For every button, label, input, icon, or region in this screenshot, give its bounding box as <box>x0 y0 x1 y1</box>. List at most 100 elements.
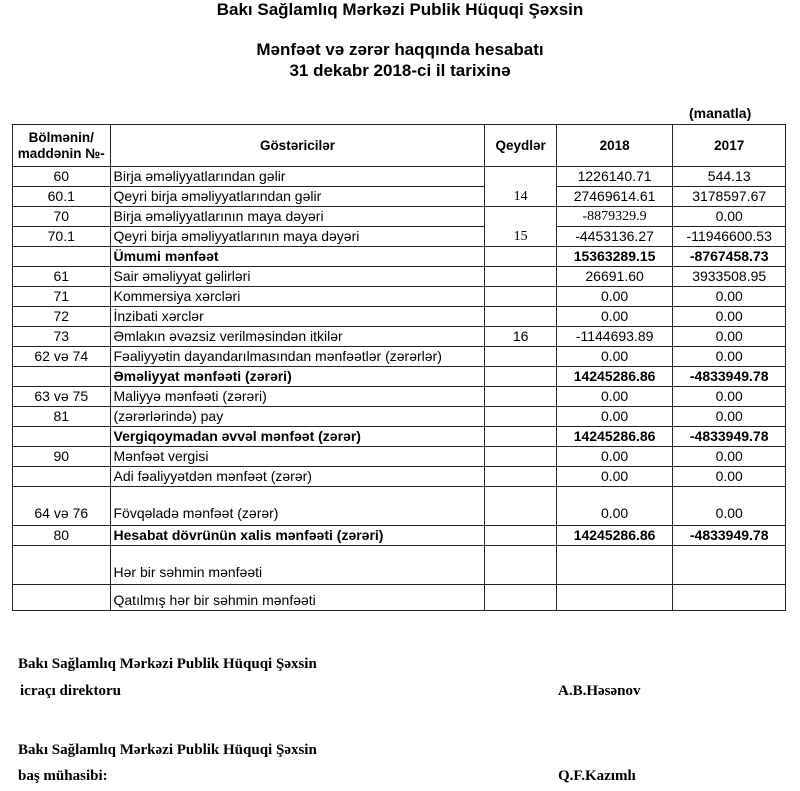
row-note <box>484 306 557 327</box>
row-value-2018: 27469614.61 <box>555 186 674 207</box>
row-label: Birja əməliyyatlarından gəlir <box>109 166 486 187</box>
row-value-2018: 15363289.15 <box>555 246 674 267</box>
director-role: icraçı direktoru <box>20 683 121 699</box>
accountant-role: baş mühasibi: <box>18 768 108 784</box>
row-label: Kommersiya xərcləri <box>109 286 486 307</box>
row-note: 14 <box>484 166 557 207</box>
row-value-2017: 0.00 <box>672 386 786 407</box>
table-row: 73 Əmlakın əvəzsiz verilməsindən itkilər 1… <box>12 326 786 347</box>
currency-unit: (manatla) <box>689 105 752 121</box>
row-value-2017: -11946600.53 <box>672 226 786 247</box>
row-note <box>484 466 557 487</box>
row-value-2018 <box>555 584 674 611</box>
table-row: 70.1 Qeyri birja əməliyyatlarının maya d… <box>12 226 786 247</box>
table-header-row: Bölmənin/ maddənin №- Göstəricilər Qeydl… <box>12 124 786 167</box>
row-code <box>12 545 111 585</box>
row-label: Qeyri birja əməliyyatlarının maya dəyəri <box>109 226 486 247</box>
row-value-2018: 26691.60 <box>555 266 674 287</box>
row-value-2017 <box>672 584 786 611</box>
row-value-2018: -1144693.89 <box>555 326 674 347</box>
entity-title: Bakı Sağlamlıq Mərkəzi Publik Hüquqi Şəx… <box>216 0 584 19</box>
row-code: 81 <box>12 406 111 427</box>
row-code: 70 <box>12 206 111 227</box>
row-value-2017: 0.00 <box>672 486 786 526</box>
row-value-2017: 0.00 <box>672 406 786 427</box>
row-value-2018: 0.00 <box>555 386 674 407</box>
row-code: 90 <box>12 446 111 467</box>
row-code: 73 <box>12 326 111 347</box>
table-row: Hər bir səhmin mənfəəti <box>12 545 786 585</box>
table-row: 70 Birja əməliyyatlarının maya dəyəri 15-… <box>12 206 786 247</box>
row-value-2018: 0.00 <box>555 446 674 467</box>
row-label: Əmlakın əvəzsiz verilməsindən itkilər <box>109 326 486 347</box>
col-header-2018: 2018 <box>555 124 674 167</box>
row-code: 80 <box>12 525 111 546</box>
row-value-2017: 3178597.67 <box>672 186 786 207</box>
row-note <box>484 346 557 367</box>
row-code: 63 və 75 <box>12 386 111 407</box>
director-name: A.B.Həsənov <box>558 683 641 699</box>
row-code <box>12 366 111 387</box>
row-value-2017: -8767458.73 <box>672 246 786 267</box>
row-value-2018: -4453136.27 <box>555 226 674 247</box>
row-code: 70.1 <box>12 226 111 247</box>
row-code <box>12 426 111 447</box>
row-value-2018: 0.00 <box>555 486 674 526</box>
row-code: 60 <box>12 166 111 187</box>
table-row: 61 Sair əməliyyat gəlirləri 26691.60 393350… <box>12 266 786 287</box>
accountant-name: Q.F.Kazımlı <box>558 768 636 784</box>
row-note <box>484 545 557 585</box>
table-row: 60.1 Qeyri birja əməliyyatlarından gəlir 2… <box>12 186 786 207</box>
row-value-2018: 14245286.86 <box>555 426 674 447</box>
table-row: 62 və 74 Fəaliyyətin dayandarılmasından m… <box>12 346 786 367</box>
row-label: Vergiqoymadan əvvəl mənfəət (zərər) <box>109 426 486 447</box>
row-label: Birja əməliyyatlarının maya dəyəri <box>109 206 486 227</box>
table-row: Vergiqoymadan əvvəl mənfəət (zərər) 14245… <box>12 426 786 447</box>
row-label: Adi fəaliyyətdən mənfəət (zərər) <box>109 466 486 487</box>
row-value-2018: 14245286.86 <box>555 525 674 546</box>
income-statement-table: Bölmənin/ maddənin №- Göstəricilər Qeydl… <box>12 124 786 611</box>
row-label: (zərərlərində) pay <box>109 406 486 427</box>
row-label: Sair əməliyyat gəlirləri <box>109 266 486 287</box>
row-label: Mənfəət vergisi <box>109 446 486 467</box>
row-note <box>484 426 557 447</box>
director-org: Bakı Sağlamlıq Mərkəzi Publik Hüquqi Şəx… <box>18 656 317 672</box>
report-title: Mənfəət və zərər haqqında hesabatı <box>256 40 544 59</box>
row-note <box>484 486 557 526</box>
row-value-2017: 544.13 <box>672 166 786 187</box>
col-header-2017: 2017 <box>672 124 786 167</box>
row-value-2017: 0.00 <box>672 446 786 467</box>
row-note: 16 <box>484 326 557 347</box>
row-value-2017: 3933508.95 <box>672 266 786 287</box>
table-row: Adi fəaliyyətdən mənfəət (zərər) 0.00 0.00 <box>12 466 786 487</box>
table-row: Ümumi mənfəət 15363289.15 -8767458.73 <box>12 246 786 267</box>
col-header-notes: Qeydlər <box>484 124 557 167</box>
row-value-2017: -4833949.78 <box>672 426 786 447</box>
table-row: Əməliyyat mənfəəti (zərəri) 14245286.86 -4… <box>12 366 786 387</box>
table-row: 72 İnzibati xərclər 0.00 0.00 <box>12 306 786 327</box>
table-row: 80 Hesabat dövrünün xalis mənfəəti (zərər… <box>12 525 786 546</box>
table-row: 71 Kommersiya xərcləri 0.00 0.00 <box>12 286 786 307</box>
row-value-2017: 0.00 <box>672 206 786 227</box>
row-label: Qeyri birja əməliyyatlarından gəlir <box>109 186 486 207</box>
row-code: 71 <box>12 286 111 307</box>
row-code <box>12 466 111 487</box>
row-note <box>484 266 557 287</box>
row-label: Fəaliyyətin dayandarılmasından mənfəətlə… <box>109 346 486 367</box>
row-code: 61 <box>12 266 111 287</box>
row-value-2018: 0.00 <box>555 346 674 367</box>
row-label: Fövqəladə mənfəət (zərər) <box>109 486 486 526</box>
row-code: 64 və 76 <box>12 486 111 526</box>
row-value-2017: -4833949.78 <box>672 366 786 387</box>
row-note <box>484 366 557 387</box>
row-code: 62 və 74 <box>12 346 111 367</box>
row-value-2018: 14245286.86 <box>555 366 674 387</box>
row-note: 15 <box>484 206 557 247</box>
row-value-2017: -4833949.78 <box>672 525 786 546</box>
table-row: 81 (zərərlərində) pay 0.00 0.00 <box>12 406 786 427</box>
row-value-2018: 0.00 <box>555 306 674 327</box>
row-note <box>484 246 557 267</box>
accountant-org: Bakı Sağlamlıq Mərkəzi Publik Hüquqi Şəx… <box>18 742 317 758</box>
row-label: Maliyyə mənfəəti (zərəri) <box>109 386 486 407</box>
table-row: 60 Birja əməliyyatlarından gəlir 14 1226140… <box>12 166 786 207</box>
